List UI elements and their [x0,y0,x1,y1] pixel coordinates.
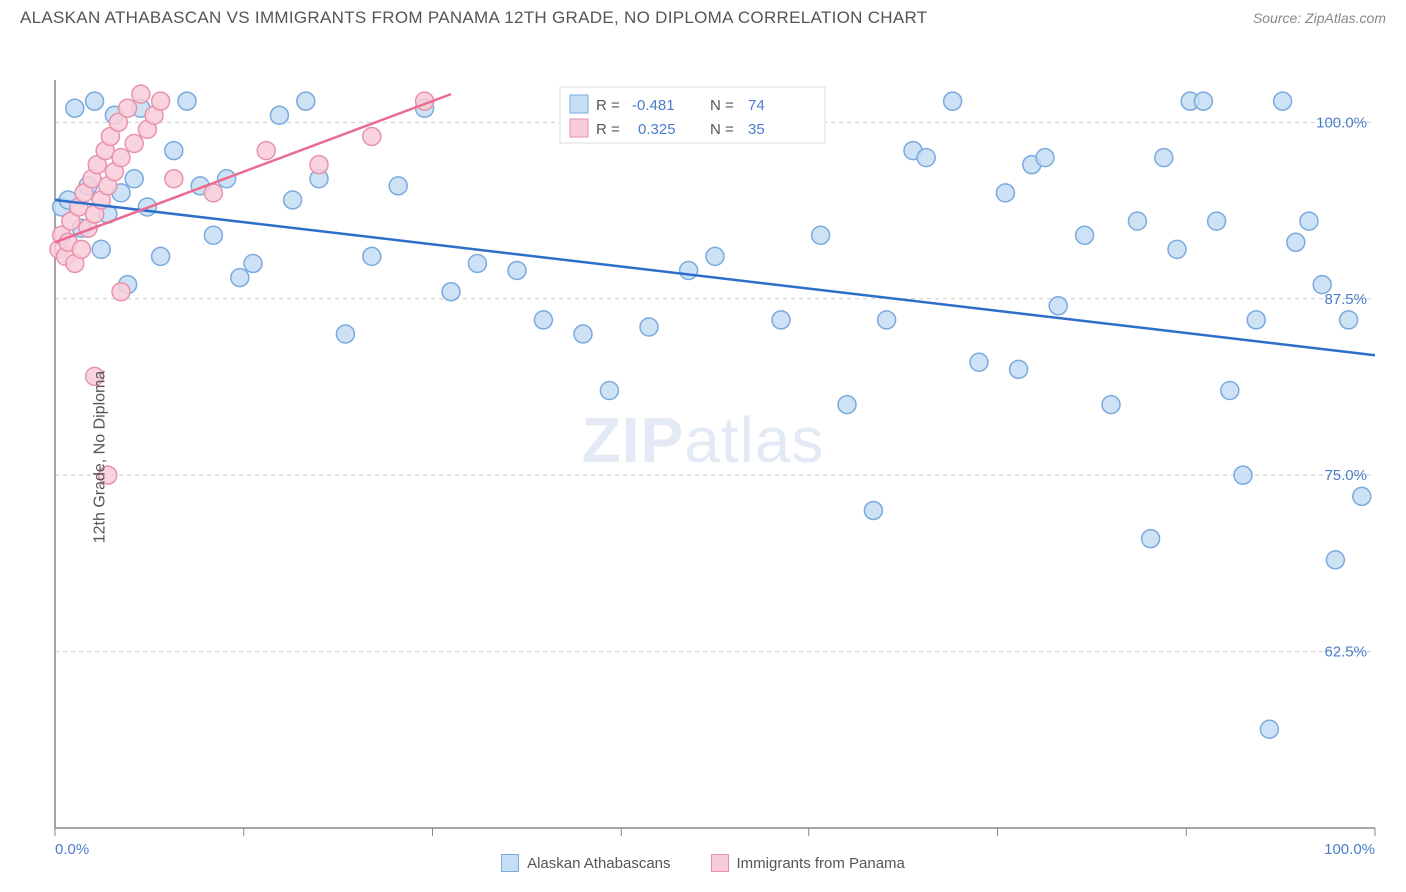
svg-text:100.0%: 100.0% [1316,114,1367,131]
svg-text:R =: R = [596,121,620,138]
legend-item-series1: Alaskan Athabascans [501,854,670,872]
bottom-legend: Alaskan Athabascans Immigrants from Pana… [0,854,1406,872]
svg-text:0.325: 0.325 [638,121,676,138]
svg-text:62.5%: 62.5% [1324,644,1367,661]
y-axis-label: 12th Grade, No Diploma [91,371,109,544]
svg-text:74: 74 [748,97,765,114]
legend-item-series2: Immigrants from Panama [711,854,905,872]
legend-label-2: Immigrants from Panama [737,855,905,872]
svg-text:87.5%: 87.5% [1324,291,1367,308]
chart-title: ALASKAN ATHABASCAN VS IMMIGRANTS FROM PA… [20,8,927,28]
legend-label-1: Alaskan Athabascans [527,855,670,872]
svg-text:35: 35 [748,121,765,138]
svg-text:R =: R = [596,97,620,114]
legend-swatch-1 [501,854,519,872]
svg-text:75.0%: 75.0% [1324,467,1367,484]
svg-text:N =: N = [710,97,734,114]
svg-text:N =: N = [710,121,734,138]
legend-swatch-2 [711,854,729,872]
svg-text:-0.481: -0.481 [632,97,675,114]
scatter-chart: 62.5%75.0%87.5%100.0%0.0%100.0%R =-0.481… [0,32,1406,882]
source-label: Source: ZipAtlas.com [1253,10,1386,26]
